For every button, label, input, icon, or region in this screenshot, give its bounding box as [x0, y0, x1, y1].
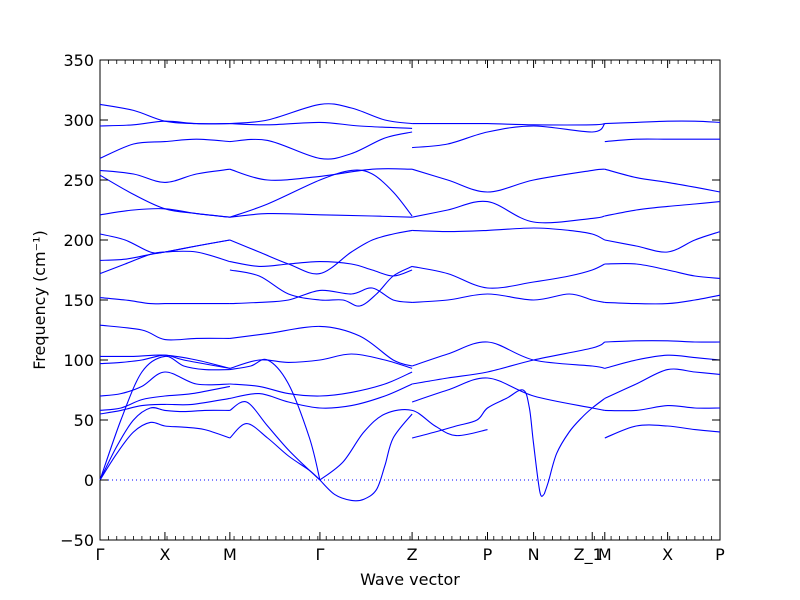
y-axis-label: Frequency (cm⁻¹)	[30, 230, 49, 369]
bands-group	[99, 103, 721, 502]
band-line-34	[229, 261, 413, 277]
band-line-7	[319, 413, 413, 502]
band-line-52	[604, 168, 721, 193]
band-line-13	[99, 371, 230, 397]
band-line-15	[99, 354, 231, 369]
band-line-12	[99, 385, 231, 411]
band-line-61	[604, 120, 721, 125]
band-line-18	[229, 353, 413, 369]
y-axis-ticks: −50 0 50 100 150 200 250 300 350	[60, 51, 720, 550]
band-line-38	[411, 263, 606, 289]
x-tick-label-m: M	[223, 545, 237, 564]
band-line-48	[229, 169, 413, 218]
band-line-27	[604, 405, 721, 412]
band-line-26	[604, 368, 721, 399]
x-axis-label: Wave vector	[360, 570, 460, 589]
band-line-39	[412, 293, 605, 303]
x-tick-label-m: M	[598, 545, 612, 564]
plot-area	[99, 59, 721, 541]
band-line-17	[229, 371, 413, 397]
y-tick-label: 300	[63, 111, 94, 130]
y-tick-label: 250	[63, 171, 94, 190]
x-tick-label-n: N	[528, 545, 540, 564]
band-line-45	[99, 168, 230, 183]
band-line-28	[604, 424, 721, 439]
band-line-42	[604, 231, 721, 253]
band-line-35	[229, 287, 413, 305]
x-tick-label-z_1: Z_1	[574, 545, 603, 565]
x-axis-ticks: Γ X M Γ Z P N Z_1M X P	[96, 60, 725, 565]
y-tick-label: −50	[60, 531, 94, 550]
band-line-37	[412, 227, 606, 241]
band-line-58	[229, 121, 413, 129]
y-tick-label: 100	[63, 351, 94, 370]
x-tick-label-γ: Γ	[96, 545, 105, 564]
band-line-49	[411, 200, 605, 224]
band-line-11	[99, 397, 230, 415]
band-line-53	[99, 138, 230, 159]
y-tick-label: 350	[63, 51, 94, 70]
band-line-8	[319, 409, 488, 481]
y-tick-label: 0	[84, 471, 94, 490]
y-tick-label: 50	[74, 411, 94, 430]
x-tick-label-x: X	[159, 545, 170, 564]
band-line-55	[99, 103, 230, 125]
band-line-41	[604, 263, 721, 279]
band-line-9	[411, 389, 545, 497]
band-line-22	[412, 341, 606, 385]
band-line-57	[229, 103, 413, 125]
band-line-40	[604, 294, 721, 305]
band-line-1	[99, 421, 231, 481]
band-line-3	[99, 355, 230, 481]
band-line-16	[229, 383, 413, 409]
band-line-47	[229, 168, 413, 181]
band-line-5	[229, 401, 321, 481]
band-line-51	[604, 201, 721, 217]
band-line-14	[99, 354, 230, 369]
band-line-36	[229, 265, 413, 307]
band-line-50	[411, 168, 605, 193]
band-line-29	[99, 297, 230, 305]
band-line-60	[412, 122, 605, 126]
x-tick-label-p: P	[715, 545, 725, 564]
band-line-46	[229, 212, 413, 218]
band-line-33	[229, 229, 413, 275]
band-line-44	[99, 174, 230, 218]
band-line-25	[604, 354, 721, 369]
band-line-21	[411, 341, 605, 369]
x-tick-label-γ: Γ	[315, 545, 324, 564]
band-line-32	[99, 233, 230, 254]
band-line-6	[229, 358, 321, 481]
band-line-56	[229, 131, 413, 160]
band-line-59	[412, 123, 606, 149]
x-tick-label-x: X	[662, 545, 673, 564]
x-tick-label-z: Z	[407, 545, 418, 564]
band-line-19	[99, 324, 230, 341]
band-line-23	[411, 377, 605, 411]
x-tick-label-p: P	[483, 545, 493, 564]
y-tick-label: 150	[63, 291, 94, 310]
y-tick-label: 200	[63, 231, 94, 250]
band-line-24	[604, 340, 721, 343]
band-line-20	[229, 325, 413, 367]
band-line-62	[604, 138, 720, 143]
band-line-2	[99, 407, 230, 481]
